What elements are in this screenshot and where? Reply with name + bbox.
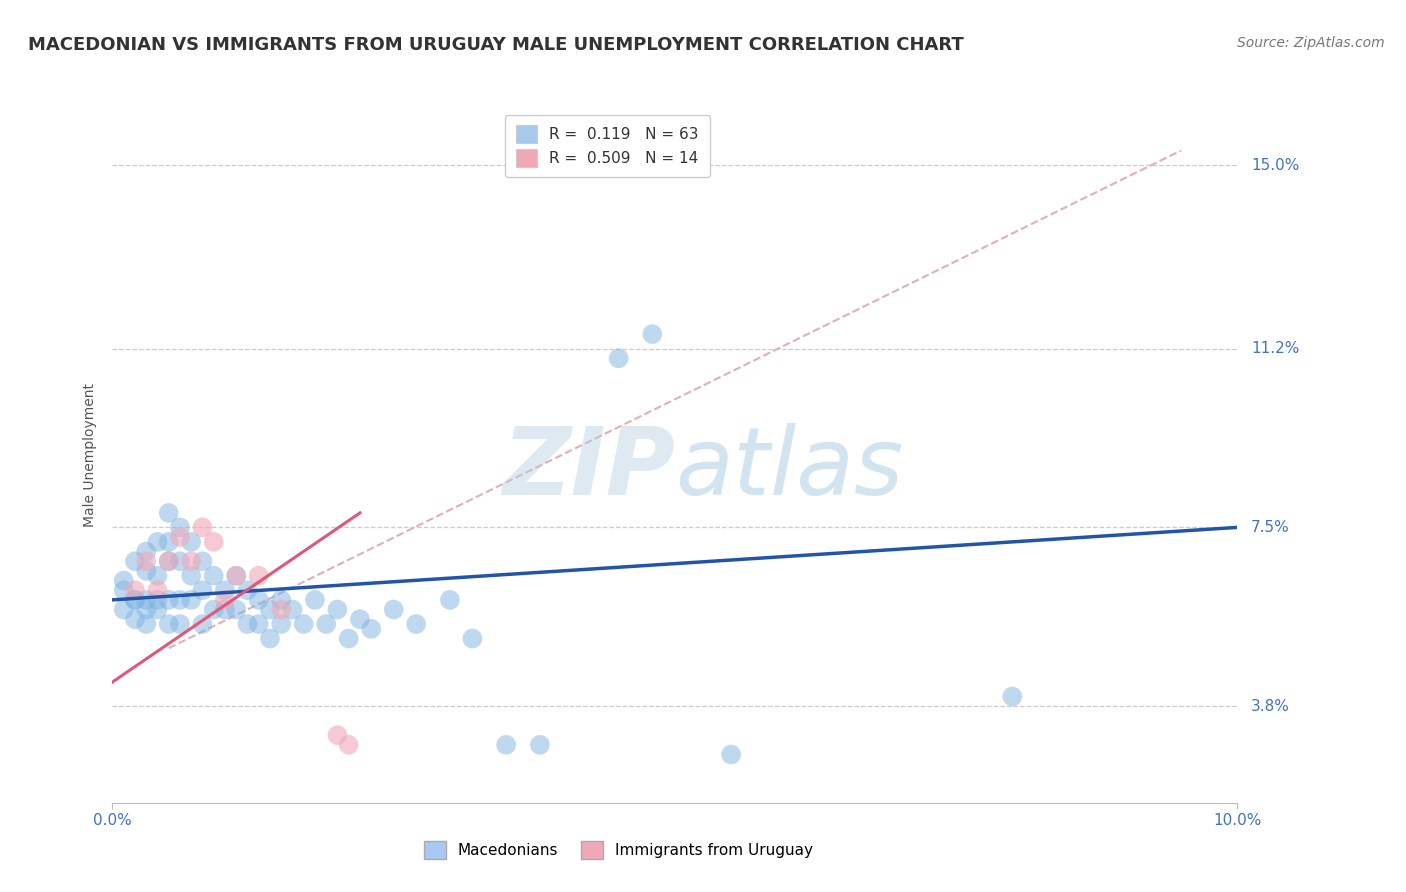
Point — [124, 592, 146, 607]
Point — [157, 554, 180, 568]
Point — [157, 506, 180, 520]
Text: 15.0%: 15.0% — [1251, 158, 1299, 172]
Legend: Macedonians, Immigrants from Uruguay: Macedonians, Immigrants from Uruguay — [418, 835, 820, 864]
Text: MACEDONIAN VS IMMIGRANTS FROM URUGUAY MALE UNEMPLOYMENT CORRELATION CHART: MACEDONIAN VS IMMIGRANTS FROM URUGUAY MA… — [28, 36, 965, 54]
Point — [135, 602, 157, 616]
Point — [191, 583, 214, 598]
Point — [169, 554, 191, 568]
Point — [641, 327, 664, 342]
Point — [124, 554, 146, 568]
Point — [180, 568, 202, 582]
Point — [326, 602, 349, 616]
Point — [157, 592, 180, 607]
Point — [439, 592, 461, 607]
Point — [124, 592, 146, 607]
Point — [146, 568, 169, 582]
Point — [259, 602, 281, 616]
Point — [157, 535, 180, 549]
Point — [337, 632, 360, 646]
Point — [146, 583, 169, 598]
Point — [202, 568, 225, 582]
Point — [146, 592, 169, 607]
Point — [214, 602, 236, 616]
Point — [349, 612, 371, 626]
Point — [405, 617, 427, 632]
Point — [292, 617, 315, 632]
Text: ZIP: ZIP — [502, 423, 675, 515]
Point — [124, 583, 146, 598]
Point — [225, 568, 247, 582]
Point — [214, 592, 236, 607]
Y-axis label: Male Unemployment: Male Unemployment — [83, 383, 97, 527]
Point — [169, 520, 191, 534]
Point — [304, 592, 326, 607]
Point — [191, 617, 214, 632]
Point — [124, 612, 146, 626]
Point — [135, 564, 157, 578]
Point — [202, 535, 225, 549]
Point — [461, 632, 484, 646]
Point — [270, 592, 292, 607]
Point — [169, 592, 191, 607]
Point — [157, 617, 180, 632]
Text: 11.2%: 11.2% — [1251, 341, 1299, 356]
Text: Source: ZipAtlas.com: Source: ZipAtlas.com — [1237, 36, 1385, 50]
Point — [326, 728, 349, 742]
Point — [720, 747, 742, 762]
Point — [281, 602, 304, 616]
Text: 3.8%: 3.8% — [1251, 698, 1291, 714]
Point — [315, 617, 337, 632]
Point — [135, 544, 157, 558]
Point — [247, 568, 270, 582]
Point — [157, 554, 180, 568]
Point — [225, 568, 247, 582]
Point — [270, 617, 292, 632]
Point — [135, 554, 157, 568]
Point — [214, 583, 236, 598]
Point — [247, 592, 270, 607]
Point — [112, 583, 135, 598]
Point — [146, 535, 169, 549]
Point — [337, 738, 360, 752]
Point — [382, 602, 405, 616]
Point — [135, 617, 157, 632]
Point — [247, 617, 270, 632]
Point — [169, 617, 191, 632]
Point — [236, 583, 259, 598]
Point — [202, 602, 225, 616]
Point — [180, 554, 202, 568]
Point — [135, 592, 157, 607]
Point — [146, 602, 169, 616]
Point — [236, 617, 259, 632]
Point — [270, 602, 292, 616]
Point — [529, 738, 551, 752]
Point — [180, 592, 202, 607]
Point — [495, 738, 517, 752]
Point — [360, 622, 382, 636]
Point — [169, 530, 191, 544]
Text: atlas: atlas — [675, 424, 903, 515]
Point — [225, 602, 247, 616]
Point — [191, 520, 214, 534]
Point — [180, 535, 202, 549]
Text: 7.5%: 7.5% — [1251, 520, 1289, 535]
Point — [112, 574, 135, 588]
Point — [1001, 690, 1024, 704]
Point — [112, 602, 135, 616]
Point — [259, 632, 281, 646]
Point — [191, 554, 214, 568]
Point — [607, 351, 630, 366]
